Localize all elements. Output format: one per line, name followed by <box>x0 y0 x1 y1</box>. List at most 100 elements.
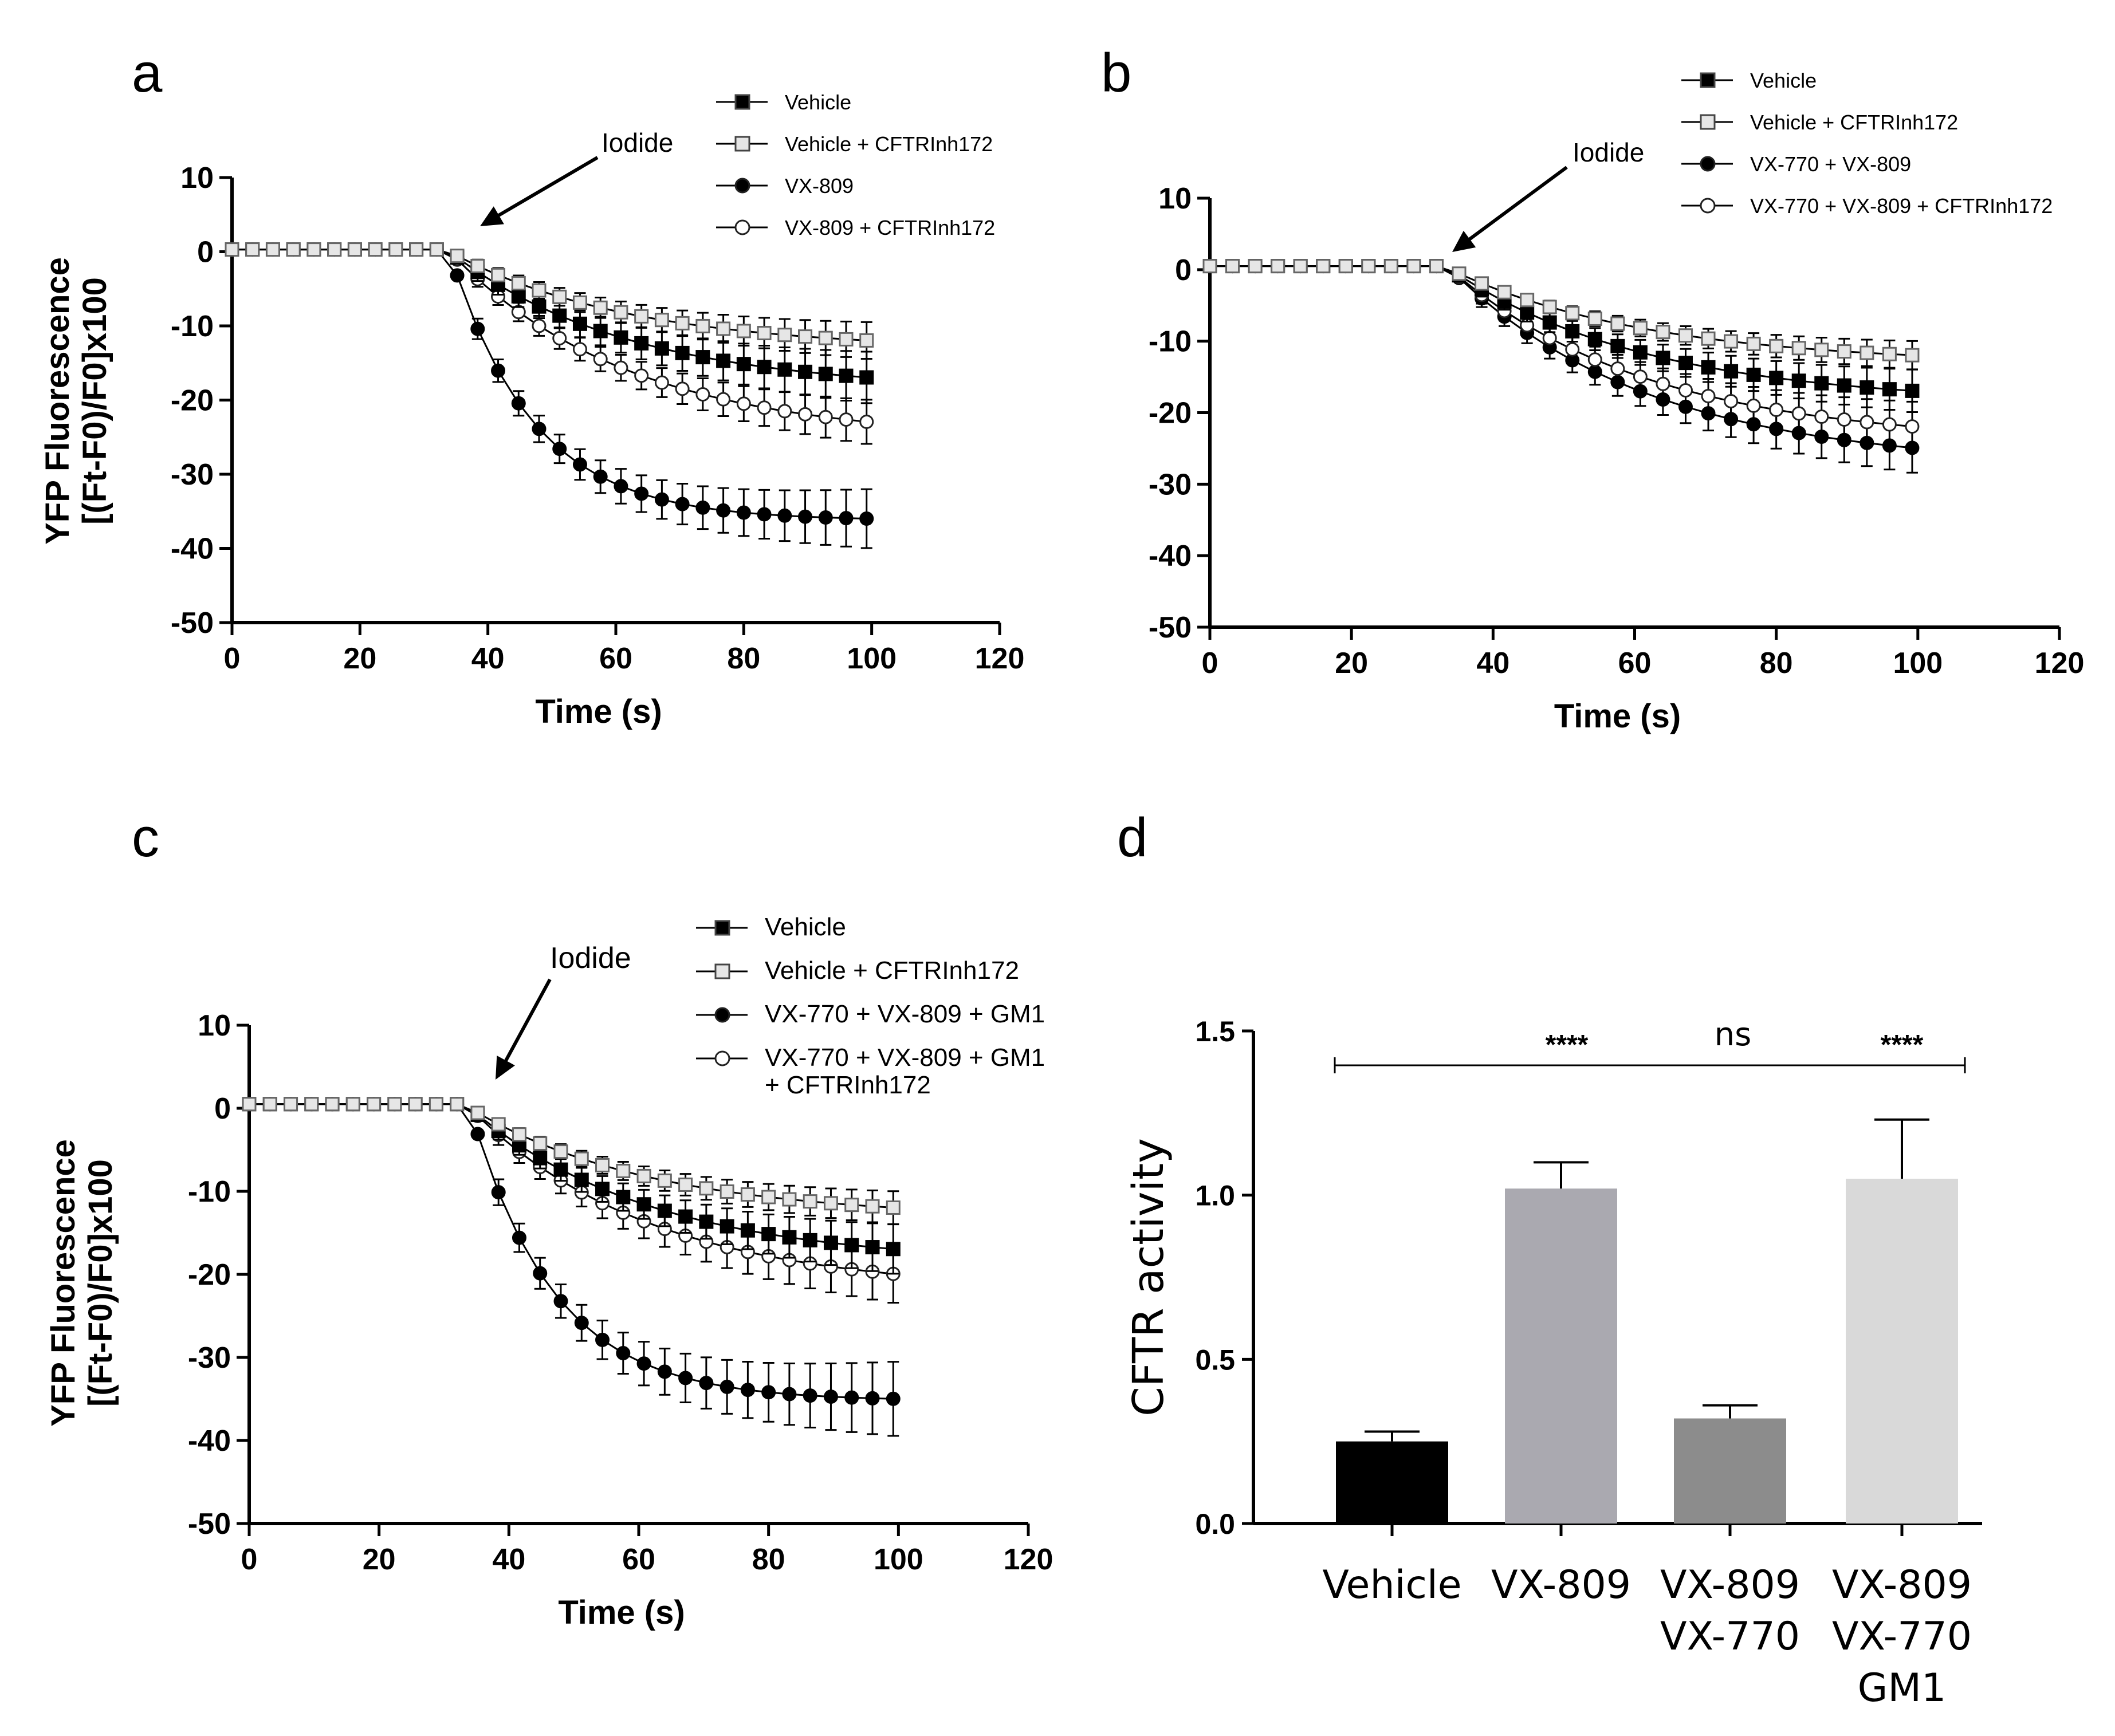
category-label: VX-770 <box>1832 1614 1972 1659</box>
data-point <box>1678 383 1693 398</box>
series-line <box>232 249 867 520</box>
x-tick-label: 80 <box>727 642 760 675</box>
data-point <box>614 305 628 320</box>
data-point <box>777 362 792 377</box>
data-point <box>859 333 874 348</box>
legend-label: Vehicle <box>1750 69 1817 92</box>
data-point <box>552 331 567 346</box>
data-point <box>740 1223 755 1238</box>
y-tick-label: -20 <box>171 384 214 418</box>
data-point <box>286 242 301 257</box>
y-tick-label: -30 <box>188 1341 231 1375</box>
data-point <box>1316 259 1331 274</box>
panel-d-bar-chart: 0.0 0.5 1.0 1.5 CFTR activity Vehicle VX-809 VX… <box>1124 1015 1982 1711</box>
data-point <box>1542 300 1557 314</box>
data-point <box>736 357 751 372</box>
y-tick-label: 10 <box>1158 182 1192 215</box>
legend-label: Vehicle <box>765 913 846 941</box>
data-point <box>1860 380 1874 395</box>
y-tick-label: 0.5 <box>1195 1344 1235 1376</box>
data-point <box>699 1376 714 1391</box>
data-point <box>614 479 628 494</box>
legend-label: VX-770 + VX-809 + GM1 <box>765 1044 1045 1072</box>
data-point <box>757 360 772 375</box>
data-point <box>1587 332 1602 347</box>
data-point <box>387 1097 402 1112</box>
data-point <box>574 1172 589 1187</box>
data-point <box>511 289 526 304</box>
y-axis-title: [(Ft-F0)/F0]x100 <box>82 1159 119 1407</box>
data-point <box>1701 389 1716 404</box>
data-point <box>572 342 587 357</box>
data-point <box>265 242 280 257</box>
data-point <box>1678 356 1693 371</box>
data-point <box>657 1173 672 1188</box>
data-point <box>716 392 731 407</box>
data-point <box>1361 259 1376 274</box>
legend-marker <box>1700 198 1716 214</box>
data-point <box>736 396 751 411</box>
series-line <box>232 249 867 423</box>
data-point <box>865 1240 880 1255</box>
data-point <box>1587 311 1602 326</box>
bar <box>1505 1188 1617 1524</box>
data-point <box>761 1227 776 1242</box>
data-point <box>1701 360 1716 375</box>
data-point <box>823 1235 838 1250</box>
data-point <box>1565 342 1580 357</box>
data-point <box>1520 305 1535 320</box>
data-point <box>757 507 772 522</box>
data-point <box>720 1184 734 1199</box>
data-point <box>634 336 649 351</box>
x-tick-label: 40 <box>492 1543 525 1576</box>
legend-label: VX-809 + CFTRInh172 <box>785 216 995 239</box>
data-point <box>1724 364 1739 379</box>
legend-label: + CFTRInh172 <box>765 1071 931 1099</box>
data-point <box>865 1199 880 1214</box>
data-point <box>553 1144 568 1159</box>
iodide-arrow <box>1460 166 1568 247</box>
data-point <box>325 1097 340 1112</box>
data-point <box>552 308 567 323</box>
iodide-arrow <box>488 156 599 222</box>
y-tick-label: -40 <box>171 533 214 566</box>
data-point <box>740 1187 755 1202</box>
data-point <box>491 1117 506 1132</box>
data-point <box>533 1136 548 1151</box>
bar <box>1846 1179 1958 1524</box>
x-tick-label: 40 <box>1476 647 1509 680</box>
x-tick-label: 0 <box>1202 647 1218 680</box>
data-point <box>1882 417 1897 432</box>
data-point <box>1837 412 1851 427</box>
significance-label: ns <box>1715 1016 1752 1053</box>
data-point <box>593 324 608 338</box>
data-point <box>532 318 547 333</box>
data-point <box>803 1194 817 1209</box>
category-label: Vehicle <box>1322 1562 1461 1608</box>
y-tick-label: -40 <box>1149 540 1192 573</box>
data-point <box>593 352 608 367</box>
y-tick-label: -20 <box>188 1258 231 1292</box>
data-point <box>657 1203 672 1218</box>
data-point <box>429 242 444 257</box>
legend-label: Vehicle <box>785 90 851 114</box>
data-point <box>1383 259 1398 274</box>
data-point <box>844 1198 859 1213</box>
y-tick-label: -10 <box>171 310 214 343</box>
data-point <box>859 414 874 429</box>
data-point <box>634 309 649 324</box>
data-point <box>1656 376 1670 391</box>
data-point <box>636 1197 651 1212</box>
y-tick-label: -10 <box>1149 325 1192 359</box>
data-point <box>782 1192 797 1207</box>
series-line <box>249 1103 894 1400</box>
series-line <box>249 1103 894 1250</box>
data-point <box>886 1242 901 1257</box>
data-point <box>1633 345 1648 360</box>
legend-marker <box>1700 72 1716 88</box>
data-point <box>593 469 608 484</box>
data-point <box>818 510 833 525</box>
data-point <box>1905 348 1920 363</box>
data-point <box>1791 373 1806 388</box>
data-point <box>736 505 751 520</box>
